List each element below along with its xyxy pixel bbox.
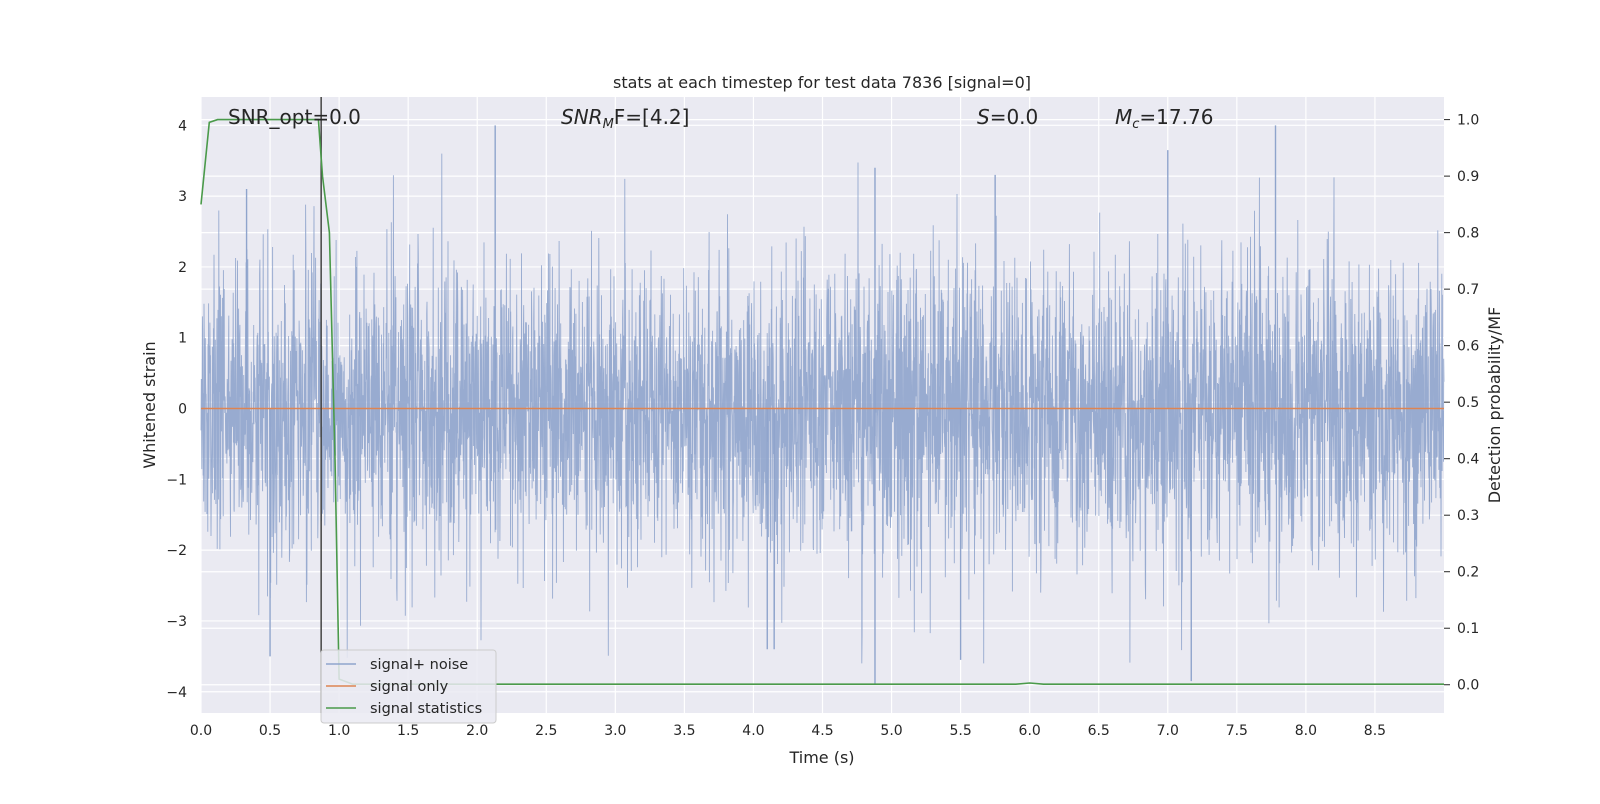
y-tick-label-right: 0.5 (1457, 395, 1479, 411)
x-tick-label: 2.5 (535, 723, 557, 739)
annotation-mc-main: M (1115, 105, 1132, 129)
chart-title: stats at each timestep for test data 783… (613, 73, 1031, 92)
legend: signal+ noise signal only signal statist… (320, 649, 497, 724)
y-tick-label-left: −3 (166, 614, 187, 630)
y-tick-label-right: 0.6 (1457, 339, 1479, 355)
x-tick-label: 0.5 (259, 723, 281, 739)
annotation-mc-sub: c (1132, 117, 1139, 132)
y-tick-label-left: −1 (166, 472, 187, 488)
y-tick-label-right: 0.2 (1457, 565, 1479, 581)
annotation-snr-mf-tail: F=[4.2] (614, 105, 690, 129)
y-tick-label-right: 0.3 (1457, 508, 1479, 524)
y-tick-label-left: 0 (178, 402, 187, 418)
y-tick-label-left: 1 (178, 331, 187, 347)
x-tick-label: 8.0 (1295, 723, 1317, 739)
legend-box (320, 649, 497, 724)
annotation-s: S=0.0 (977, 105, 1038, 129)
y-tick-label-right: 0.7 (1457, 282, 1479, 298)
x-tick-label: 7.0 (1157, 723, 1179, 739)
y-axis-label-left: Whitened strain (140, 341, 159, 468)
y-tick-label-right: 0.8 (1457, 226, 1479, 242)
x-tick-label: 0.0 (190, 723, 212, 739)
annotation-s-tail: =0.0 (990, 105, 1039, 129)
x-tick-label: 2.0 (466, 723, 488, 739)
legend-label-signal-only: signal only (370, 679, 449, 695)
x-tick-label: 6.5 (1088, 723, 1110, 739)
x-tick-label: 3.0 (604, 723, 626, 739)
annotation-snr-mf: SNRMF=[4.2] (561, 105, 689, 132)
y-tick-label-left: 3 (178, 189, 187, 205)
y-tick-label-left: −4 (166, 685, 187, 701)
x-tick-label: 8.5 (1364, 723, 1386, 739)
x-axis-label: Time (s) (788, 748, 854, 767)
annotation-mc: Mc=17.76 (1115, 105, 1213, 132)
y-tick-label-right: 0.9 (1457, 169, 1479, 185)
annotation-snr-opt: SNR_opt=0.0 (228, 105, 361, 129)
annotation-snr-mf-sub: M (603, 117, 614, 132)
y-tick-label-right: 0.0 (1457, 678, 1479, 694)
x-tick-label: 1.5 (397, 723, 419, 739)
ticks: 0.0 0.5 1.0 1.5 2.0 2.5 3.0 3.5 4.0 4.5 5.0 5.5 6.0 6… (166, 113, 1479, 739)
y-tick-label-left: −2 (166, 543, 187, 559)
signal-noise-series (200, 125, 1445, 685)
signal-noise-line (200, 153, 1445, 664)
x-tick-label: 1.0 (328, 723, 350, 739)
x-tick-label: 7.5 (1226, 723, 1248, 739)
legend-label-signal-statistics: signal statistics (370, 701, 482, 717)
y-axis-label-right: Detection probability/MF (1485, 307, 1504, 504)
annotation-mc-tail: =17.76 (1139, 105, 1213, 129)
annotation-snr-mf-main: SNR (561, 105, 603, 129)
x-tick-label: 6.0 (1019, 723, 1041, 739)
legend-label-signal-noise: signal+ noise (370, 657, 468, 673)
x-tick-label: 5.0 (880, 723, 902, 739)
x-tick-label: 4.0 (742, 723, 764, 739)
y-tick-label-right: 0.4 (1457, 452, 1479, 468)
y-tick-label-right: 0.1 (1457, 621, 1479, 637)
x-tick-label: 5.5 (949, 723, 971, 739)
annotation-s-main: S (977, 105, 990, 129)
y-tick-label-left: 4 (178, 118, 187, 134)
y-tick-label-left: 2 (178, 260, 187, 276)
y-tick-label-right: 1.0 (1457, 113, 1479, 129)
x-tick-label: 4.5 (811, 723, 833, 739)
x-tick-label: 3.5 (673, 723, 695, 739)
